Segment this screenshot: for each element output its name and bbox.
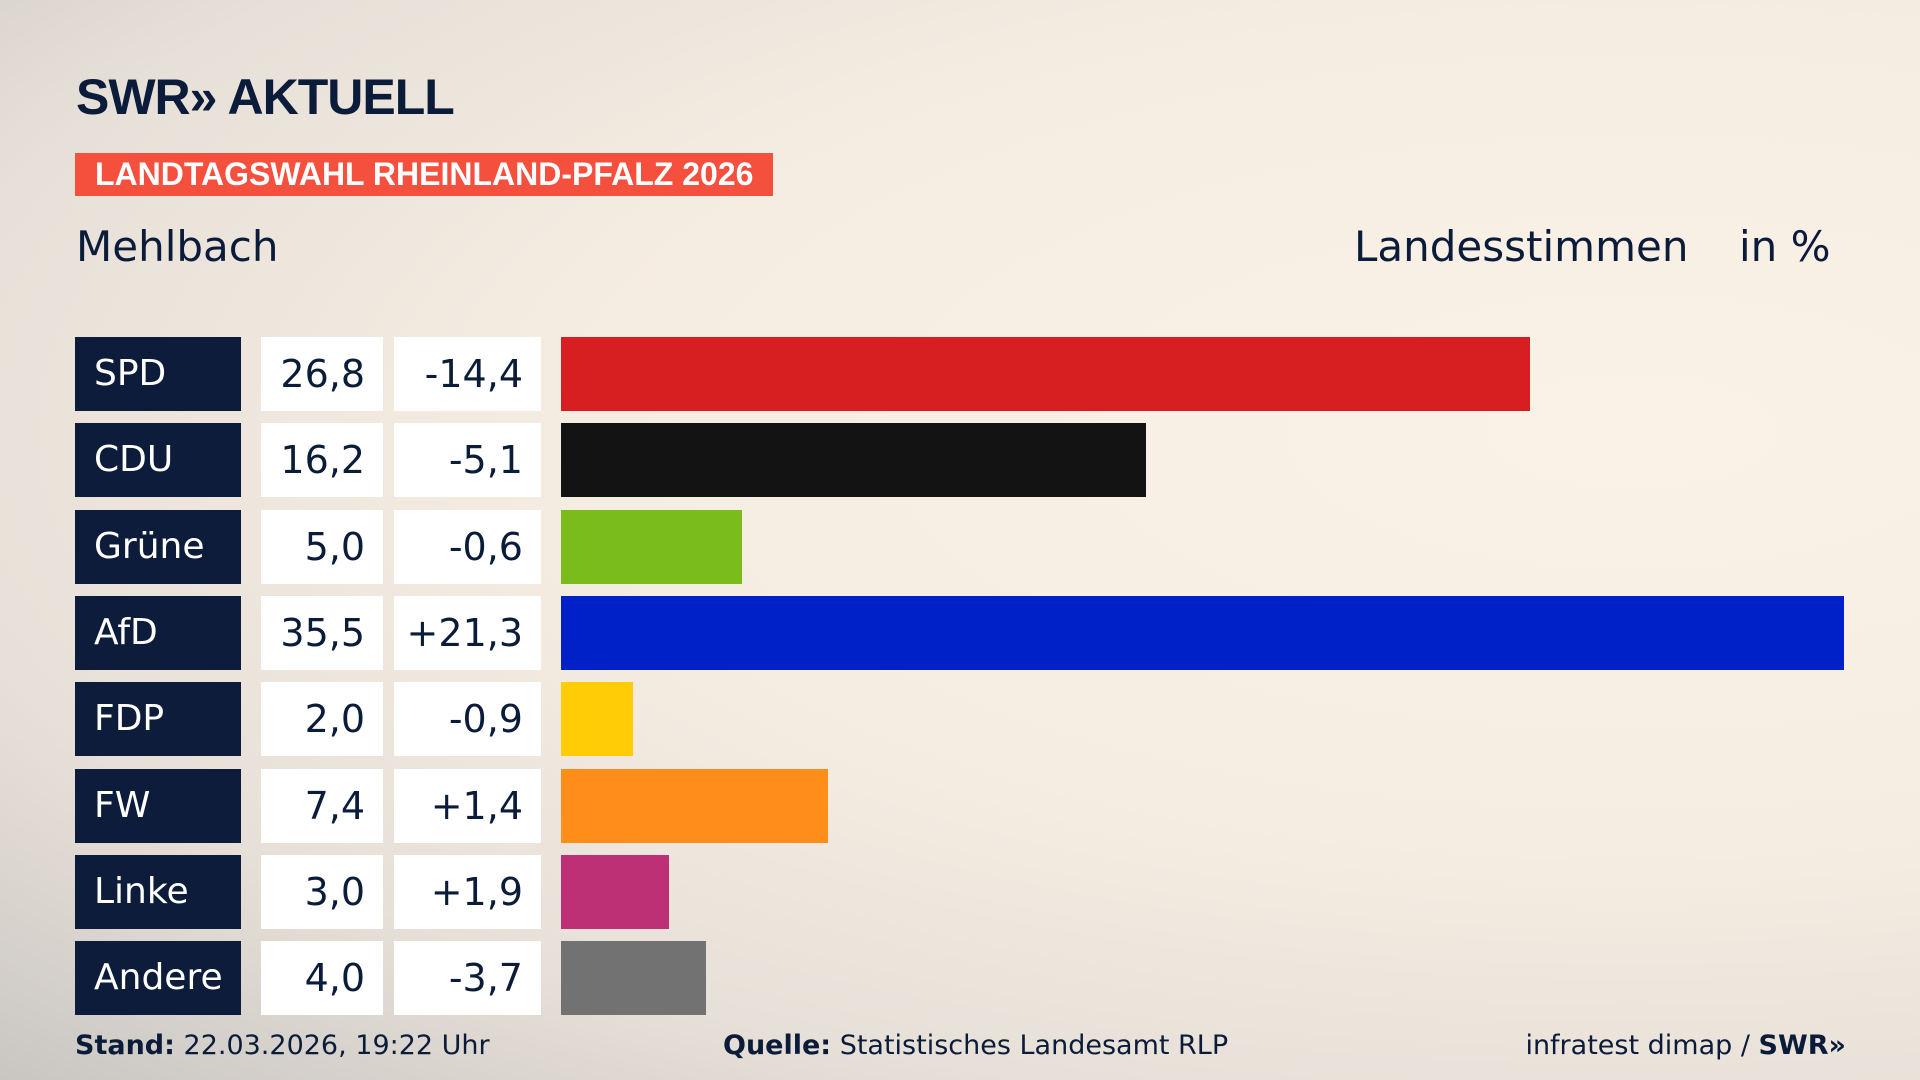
source-label: Quelle: bbox=[723, 1030, 832, 1061]
swr-logo: SWR» bbox=[1758, 1030, 1846, 1061]
party-label: FW bbox=[75, 768, 241, 843]
bar-grüne bbox=[561, 509, 742, 584]
result-row: Linke 3,0 +1,9 bbox=[75, 854, 1875, 929]
stand-label: Stand: bbox=[75, 1030, 175, 1061]
vote-change: -3,7 bbox=[394, 941, 541, 1016]
result-row: FDP 2,0 -0,9 bbox=[75, 682, 1875, 757]
party-label: SPD bbox=[75, 337, 241, 411]
party-label: Linke bbox=[75, 854, 241, 929]
vote-share: 7,4 bbox=[261, 768, 383, 843]
bar-afd bbox=[561, 595, 1844, 670]
election-banner: LANDTAGSWAHL RHEINLAND-PFALZ 2026 bbox=[75, 153, 774, 196]
party-label: FDP bbox=[75, 682, 241, 757]
credit: infratest dimap / SWR» bbox=[1525, 1030, 1846, 1061]
vote-change: -0,9 bbox=[394, 682, 541, 757]
vote-share: 2,0 bbox=[261, 682, 383, 757]
bar-cdu bbox=[561, 423, 1147, 498]
bar-fdp bbox=[561, 682, 634, 757]
vote-change: -5,1 bbox=[394, 423, 541, 498]
stand-value: 22.03.2026, 19:22 Uhr bbox=[183, 1030, 490, 1061]
party-label: AfD bbox=[75, 595, 241, 670]
vote-change: +1,4 bbox=[394, 768, 541, 843]
party-label: CDU bbox=[75, 423, 241, 498]
result-row: Grüne 5,0 -0,6 bbox=[75, 509, 1875, 584]
unit-label: in % bbox=[1739, 222, 1831, 271]
result-row: FW 7,4 +1,4 bbox=[75, 768, 1875, 843]
bar-spd bbox=[561, 337, 1530, 411]
bar-andere bbox=[561, 941, 706, 1016]
source: Quelle: Statistisches Landesamt RLP bbox=[723, 1030, 1228, 1061]
vote-share: 16,2 bbox=[261, 423, 383, 498]
vote-share: 5,0 bbox=[261, 509, 383, 584]
vote-share: 35,5 bbox=[261, 595, 383, 670]
source-value: Statistisches Landesamt RLP bbox=[839, 1030, 1229, 1061]
vote-share: 3,0 bbox=[261, 854, 383, 929]
result-row: SPD 26,8 -14,4 bbox=[75, 337, 1875, 411]
party-label: Andere bbox=[75, 941, 241, 1016]
vote-change: -0,6 bbox=[394, 509, 541, 584]
party-label: Grüne bbox=[75, 509, 241, 584]
result-row: AfD 35,5 +21,3 bbox=[75, 595, 1875, 670]
vote-change: +21,3 bbox=[394, 595, 541, 670]
timestamp: Stand: 22.03.2026, 19:22 Uhr bbox=[75, 1030, 490, 1061]
vote-change: -14,4 bbox=[394, 337, 541, 411]
vote-share: 26,8 bbox=[261, 337, 383, 411]
credit-text: infratest dimap / bbox=[1525, 1030, 1759, 1061]
vote-change: +1,9 bbox=[394, 854, 541, 929]
bar-linke bbox=[561, 854, 670, 929]
vote-type-label: Landesstimmen bbox=[1354, 222, 1689, 271]
vote-share: 4,0 bbox=[261, 941, 383, 1016]
result-row: Andere 4,0 -3,7 bbox=[75, 941, 1875, 1016]
result-row: CDU 16,2 -5,1 bbox=[75, 423, 1875, 498]
location-title: Mehlbach bbox=[76, 222, 279, 271]
bar-fw bbox=[561, 768, 829, 843]
swr-aktuell-logo: SWR» AKTUELL bbox=[76, 69, 455, 125]
